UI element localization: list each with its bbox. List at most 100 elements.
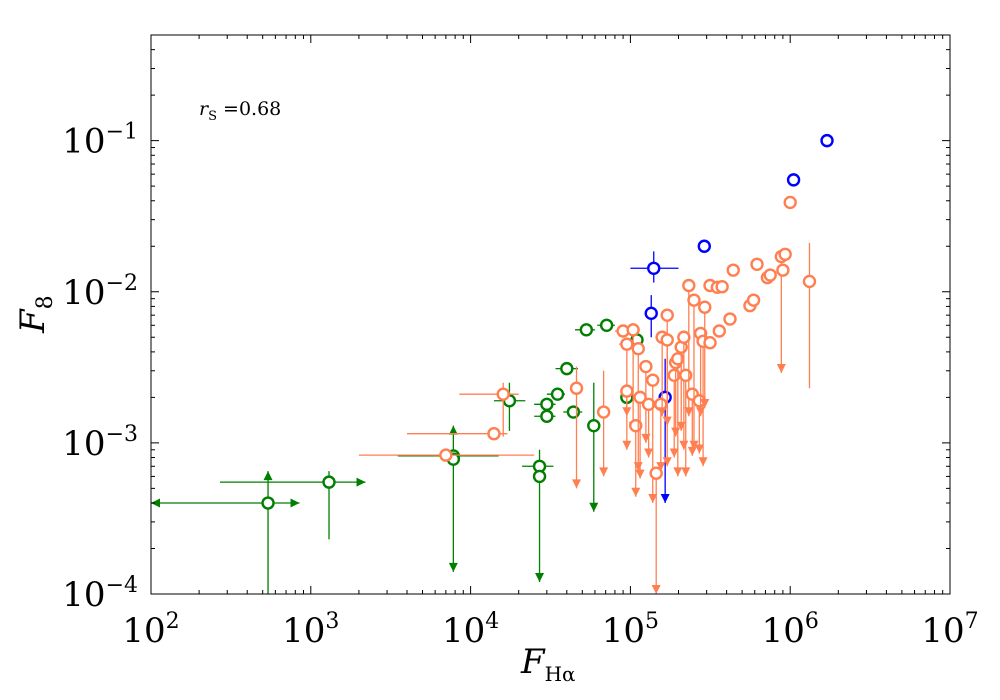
limit-arrow: [673, 467, 683, 477]
data-point: [776, 263, 790, 277]
data-marker: [677, 330, 691, 344]
data-marker: [723, 312, 737, 326]
limit-arrow: [535, 573, 545, 583]
limit-arrow: [648, 494, 658, 504]
data-point: [746, 293, 761, 307]
limit-arrow: [689, 440, 699, 450]
data-point: [614, 324, 631, 338]
data-marker: [599, 318, 614, 332]
data-marker: [626, 323, 640, 337]
data-marker: [682, 278, 696, 293]
data-point: [407, 427, 508, 441]
limit-arrow: [644, 448, 654, 458]
limit-arrow: [151, 498, 160, 508]
data-point: [630, 251, 679, 283]
limit-arrow: [599, 467, 609, 477]
y-tick-label: 10−4: [62, 573, 138, 615]
data-marker: [697, 239, 711, 253]
data-point: [660, 333, 674, 467]
data-marker: [786, 173, 801, 187]
limit-arrow: [290, 498, 300, 508]
data-point: [644, 295, 658, 338]
limit-arrow: [656, 462, 666, 472]
data-point: [687, 293, 701, 450]
data-point: [646, 373, 660, 504]
data-marker: [560, 361, 574, 376]
data-marker: [750, 257, 764, 271]
data-marker: [596, 405, 611, 419]
limit-arrow: [631, 487, 641, 497]
limit-arrow: [660, 494, 670, 504]
data-marker: [820, 133, 834, 148]
limit-arrow: [776, 363, 786, 373]
data-marker: [660, 333, 674, 347]
data-marker: [703, 336, 717, 350]
data-point: [459, 382, 519, 437]
data-point: [587, 382, 601, 512]
data-marker: [644, 306, 658, 321]
data-marker: [569, 381, 584, 395]
data-point: [703, 336, 717, 350]
data-marker: [660, 308, 674, 322]
data-marker: [746, 293, 761, 307]
series-blue: [630, 133, 834, 504]
data-marker: [540, 397, 554, 411]
data-point: [574, 323, 595, 337]
x-tick-label: 102: [122, 609, 179, 651]
y-tick-label: 10−1: [62, 120, 138, 162]
x-tick-label: 103: [282, 609, 339, 651]
data-marker: [726, 263, 740, 277]
data-point: [654, 397, 668, 472]
data-point: [151, 471, 300, 594]
data-marker: [687, 293, 701, 307]
data-point: [712, 324, 726, 338]
data-marker: [579, 323, 594, 337]
data-marker: [639, 359, 653, 374]
limit-arrow: [700, 399, 710, 409]
data-point: [750, 257, 764, 271]
limit-arrow: [694, 444, 704, 454]
data-point: [555, 361, 579, 376]
limit-arrow: [662, 457, 672, 467]
series-orange: [358, 195, 817, 594]
data-point: [786, 173, 801, 187]
limit-arrow: [356, 477, 366, 487]
x-axis-label: FHα: [520, 642, 576, 686]
data-point: [723, 312, 737, 326]
data-points: [151, 133, 834, 594]
data-marker: [587, 418, 601, 433]
data-layer: [151, 133, 834, 594]
data-marker: [620, 337, 634, 351]
data-point: [778, 247, 792, 261]
plot-frame: [150, 34, 951, 595]
y-tick-label: 10−3: [62, 422, 138, 464]
limit-arrow: [448, 425, 458, 435]
data-point: [715, 280, 729, 294]
data-point: [671, 352, 685, 477]
data-point: [820, 133, 834, 148]
x-tick-label: 107: [921, 609, 978, 651]
data-marker: [778, 247, 792, 261]
data-marker: [646, 373, 660, 387]
data-marker: [698, 300, 712, 314]
data-point: [597, 318, 615, 332]
data-point: [546, 387, 566, 401]
data-point: [620, 384, 634, 450]
plot-area: [151, 35, 950, 594]
data-marker: [679, 368, 693, 383]
limit-arrow: [622, 440, 632, 450]
data-marker: [322, 475, 336, 489]
data-point: [631, 341, 645, 472]
data-marker: [631, 341, 645, 356]
data-marker: [776, 263, 790, 277]
data-marker: [540, 409, 554, 423]
data-marker: [620, 384, 634, 398]
data-point: [534, 409, 556, 423]
data-marker: [647, 261, 661, 275]
x-tick-label: 106: [762, 609, 819, 651]
data-point: [219, 471, 366, 540]
y-tick-label: 10−2: [62, 271, 138, 313]
data-point: [569, 366, 584, 489]
spearman-annotation: rS =0.68: [199, 98, 281, 124]
